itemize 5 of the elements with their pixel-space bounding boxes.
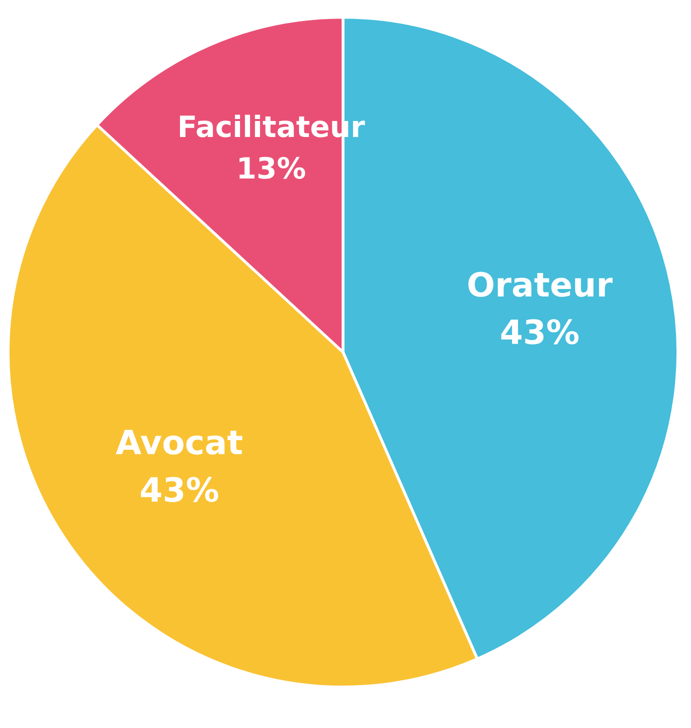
slice-label: Avocat — [116, 430, 242, 455]
data-label: 13% — [240, 156, 306, 179]
data-label: 43% — [501, 319, 579, 344]
data-label: 43% — [140, 476, 218, 502]
slice-label: Orateur — [468, 272, 613, 297]
